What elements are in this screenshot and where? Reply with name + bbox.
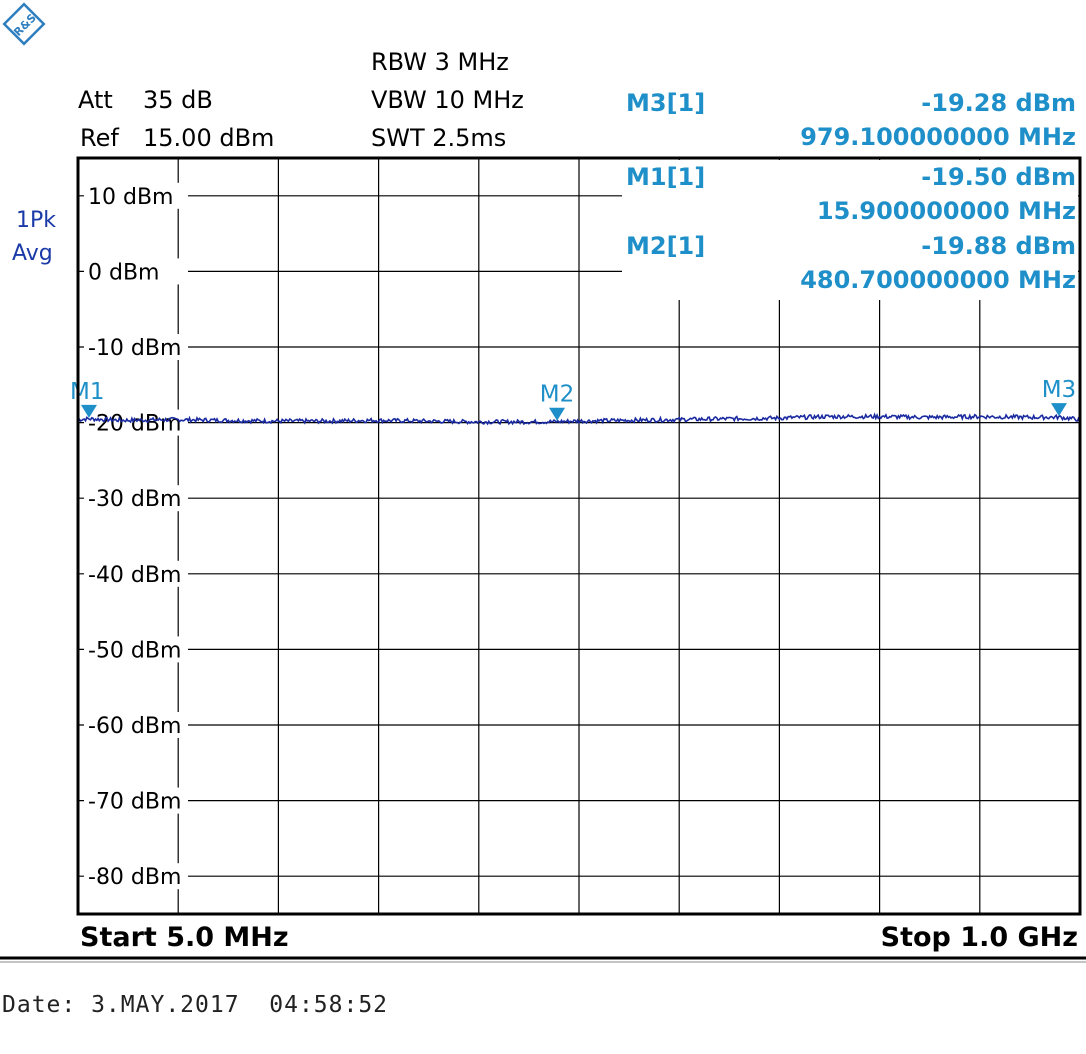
marker-2-freq: 480.700000000 MHz bbox=[800, 266, 1076, 294]
marker-m3-triangle bbox=[1050, 403, 1067, 417]
marker-m2-triangle bbox=[549, 407, 566, 421]
y-tick-label: -20 dBm bbox=[88, 412, 181, 437]
marker-2-level: -19.88 dBm bbox=[921, 232, 1076, 260]
y-tick-label-bg bbox=[84, 787, 188, 814]
marker-m3-label: M3 bbox=[1042, 377, 1076, 403]
swt-setting: SWT 2.5ms bbox=[371, 124, 507, 152]
y-tick-label-bg bbox=[84, 863, 188, 890]
y-tick-label: -60 dBm bbox=[88, 714, 181, 739]
att-label: Att bbox=[78, 86, 113, 114]
y-tick-label-bg bbox=[84, 334, 188, 360]
y-tick-label-bg bbox=[84, 560, 188, 587]
start-frequency: Start 5.0 MHz bbox=[80, 922, 289, 953]
y-tick-label: -70 dBm bbox=[88, 790, 181, 815]
stop-frequency: Stop 1.0 GHz bbox=[880, 922, 1078, 953]
marker-2-id: M2[1] bbox=[626, 232, 706, 260]
marker-m1-label: M1 bbox=[70, 379, 104, 405]
y-tick-label: -80 dBm bbox=[88, 865, 181, 890]
y-tick-label: -30 dBm bbox=[88, 487, 181, 512]
ref-value: 15.00 dBm bbox=[143, 124, 275, 152]
y-tick-label: 10 dBm bbox=[88, 185, 173, 210]
marker-3-id: M3[1] bbox=[626, 89, 706, 117]
ref-label: Ref bbox=[80, 124, 119, 152]
marker-3-freq: 979.100000000 MHz bbox=[800, 123, 1076, 151]
y-tick-label-bg bbox=[84, 409, 188, 436]
marker-1-freq: 15.900000000 MHz bbox=[816, 197, 1076, 225]
marker-1-id: M1[1] bbox=[626, 163, 706, 191]
marker-1-level: -19.50 dBm bbox=[921, 163, 1076, 191]
trace-mode-average: Avg bbox=[12, 241, 53, 266]
y-tick-label: -50 dBm bbox=[88, 638, 181, 663]
trace-line bbox=[77, 412, 1081, 426]
capture-date: Date: 3.MAY.2017 04:58:52 bbox=[2, 992, 389, 1018]
y-tick-label-bg bbox=[84, 712, 188, 738]
marker-m1-triangle bbox=[80, 404, 97, 418]
y-tick-label-bg bbox=[84, 485, 188, 512]
y-tick-label: -10 dBm bbox=[88, 336, 181, 361]
att-value: 35 dB bbox=[143, 86, 213, 114]
vbw-setting: VBW 10 MHz bbox=[371, 86, 524, 114]
plot-frame bbox=[76, 156, 1082, 916]
y-tick-label: 0 dBm bbox=[88, 260, 159, 285]
marker-table-background bbox=[622, 160, 1078, 300]
marker-m2-label: M2 bbox=[540, 382, 574, 408]
y-tick-label: -40 dBm bbox=[88, 563, 181, 588]
y-tick-label-bg bbox=[84, 258, 188, 285]
y-axis-labels: 10 dBm 0 dBm -10 dBm -20 dBm -30 dBm -40 dBm -… bbox=[84, 182, 188, 890]
rbw-setting: RBW 3 MHz bbox=[371, 48, 509, 76]
y-tick-label-bg bbox=[84, 182, 188, 209]
trace-mode-detector: 1Pk bbox=[16, 208, 57, 233]
marker-3-level: -19.28 dBm bbox=[921, 89, 1076, 117]
rohde-schwarz-logo: R&S bbox=[2, 2, 46, 46]
trace-markers: M1 M2 M3 bbox=[70, 377, 1076, 421]
y-tick-label-bg bbox=[84, 636, 188, 663]
